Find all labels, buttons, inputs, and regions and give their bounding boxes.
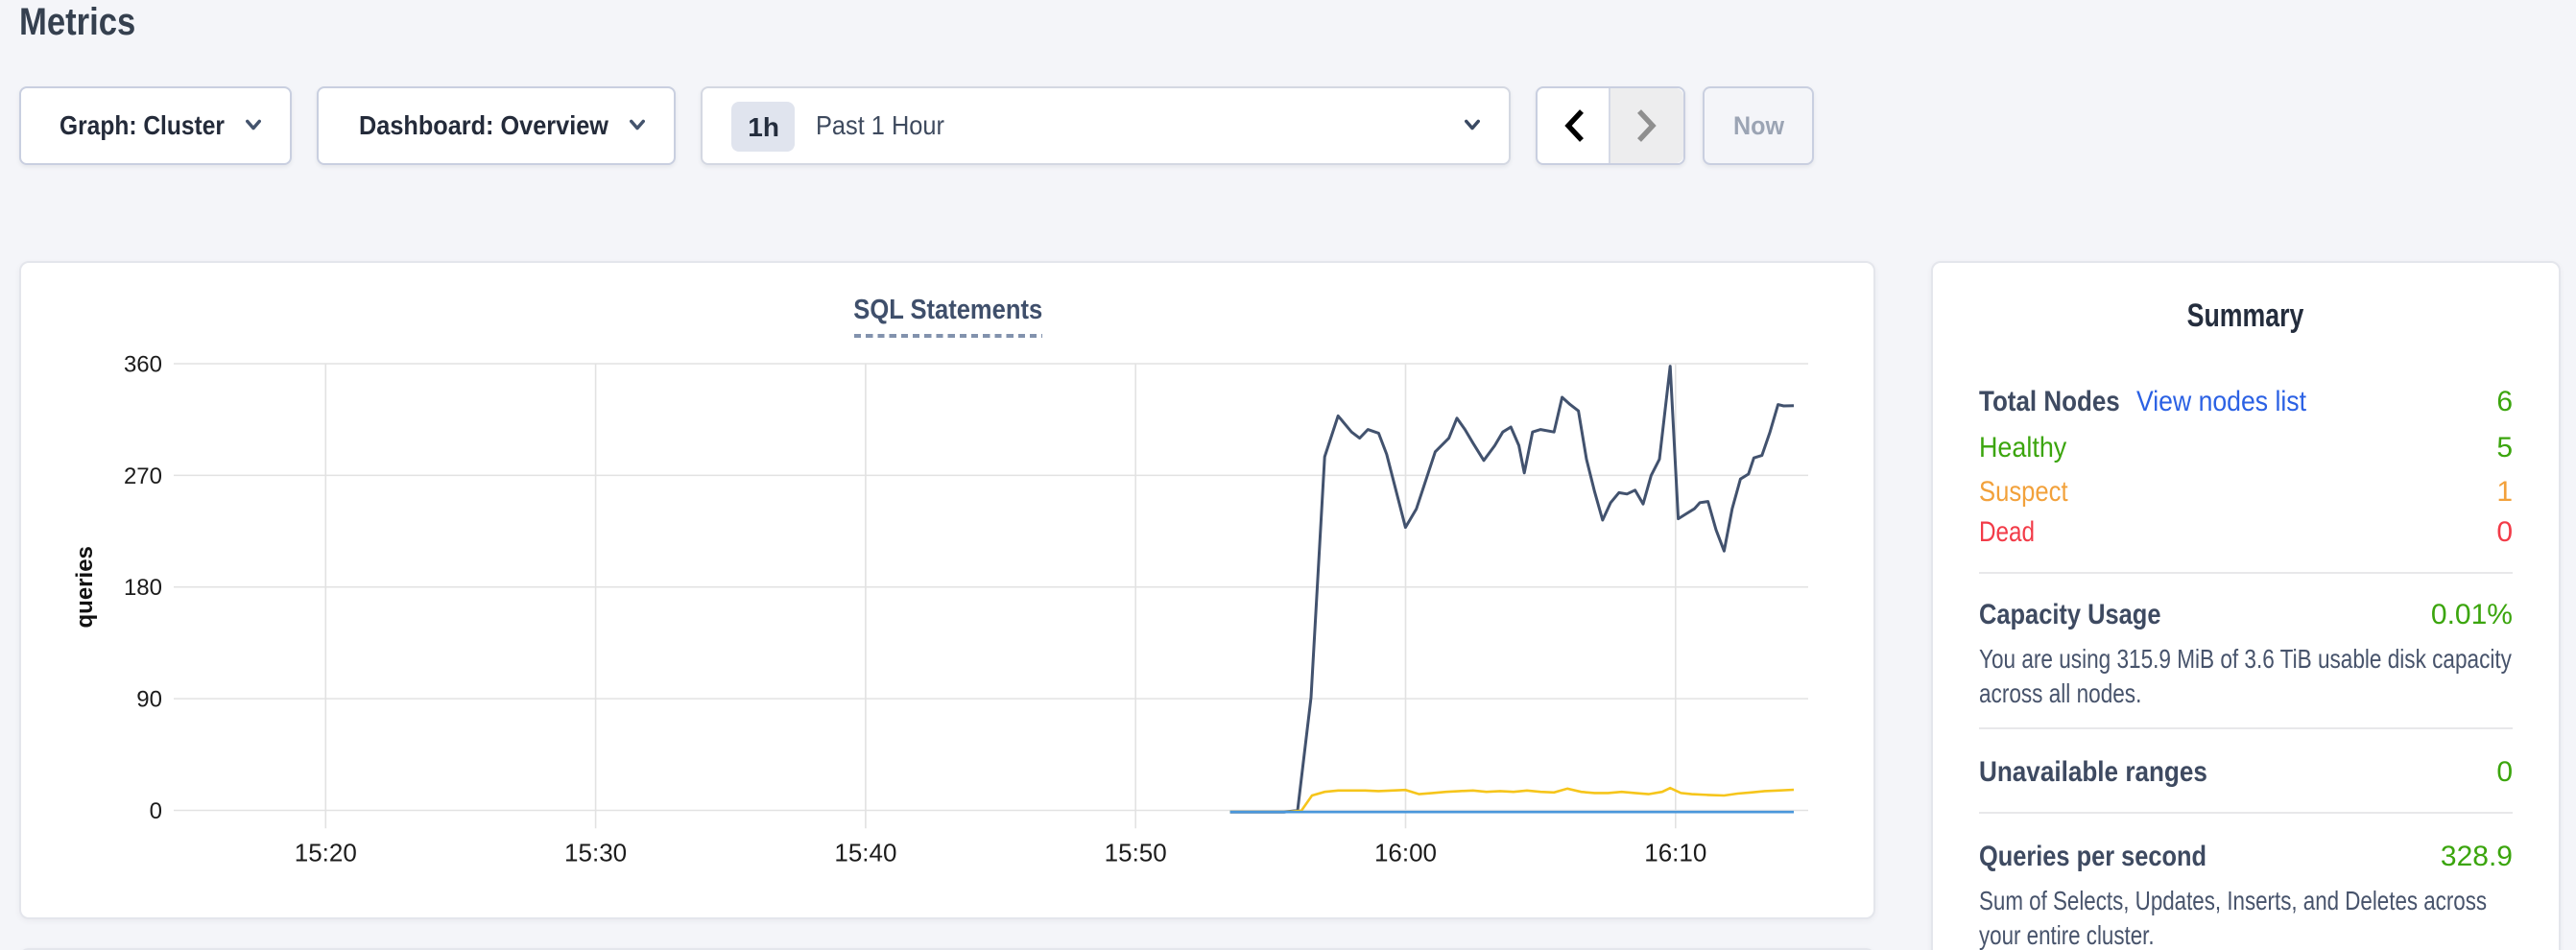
svg-text:270: 270 xyxy=(124,463,162,489)
svg-text:15:20: 15:20 xyxy=(295,839,357,867)
svg-text:90: 90 xyxy=(136,687,162,713)
svg-text:0: 0 xyxy=(150,798,162,824)
svg-text:360: 360 xyxy=(124,351,162,377)
svg-text:16:00: 16:00 xyxy=(1374,839,1437,867)
svg-text:15:30: 15:30 xyxy=(564,839,627,867)
svg-text:15:40: 15:40 xyxy=(834,839,896,867)
svg-text:15:50: 15:50 xyxy=(1105,839,1167,867)
svg-text:16:10: 16:10 xyxy=(1644,839,1706,867)
svg-text:queries: queries xyxy=(72,546,98,628)
svg-text:180: 180 xyxy=(124,575,162,601)
